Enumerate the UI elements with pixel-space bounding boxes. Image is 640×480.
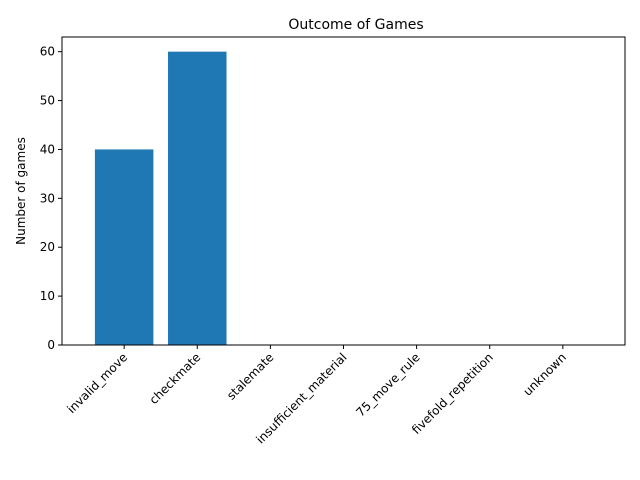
y-tick-label: 0 bbox=[47, 338, 55, 352]
y-axis-ticks: 0 10 20 30 40 50 60 bbox=[40, 45, 62, 352]
bar-checkmate bbox=[168, 51, 227, 346]
y-tick-label: 20 bbox=[40, 240, 55, 254]
x-tick-label-75_move_rule: 75_move_rule bbox=[353, 350, 422, 419]
y-tick-label: 30 bbox=[40, 191, 55, 205]
y-tick-label: 50 bbox=[40, 94, 55, 108]
chart-title: Outcome of Games bbox=[288, 17, 423, 33]
x-tick-label-checkmate: checkmate bbox=[147, 350, 204, 407]
y-tick-label: 40 bbox=[40, 142, 55, 156]
plot-frame bbox=[61, 36, 626, 346]
x-tick-label-unknown: unknown bbox=[521, 350, 569, 398]
x-axis-ticks: invalid_move checkmate stalemateinsufficie… bbox=[64, 345, 569, 446]
y-axis-label: Number of games bbox=[14, 137, 28, 245]
x-tick-label-stalemate: stalemate bbox=[224, 350, 276, 402]
y-tick-label: 60 bbox=[40, 45, 55, 59]
bar-invalid_move bbox=[94, 149, 154, 345]
bars-group bbox=[94, 51, 227, 346]
x-tick-label-fivefold_repetition: fivefold_repetition bbox=[409, 350, 496, 437]
y-tick-label: 10 bbox=[40, 289, 55, 303]
x-tick-label-invalid_move: invalid_move bbox=[64, 350, 130, 416]
